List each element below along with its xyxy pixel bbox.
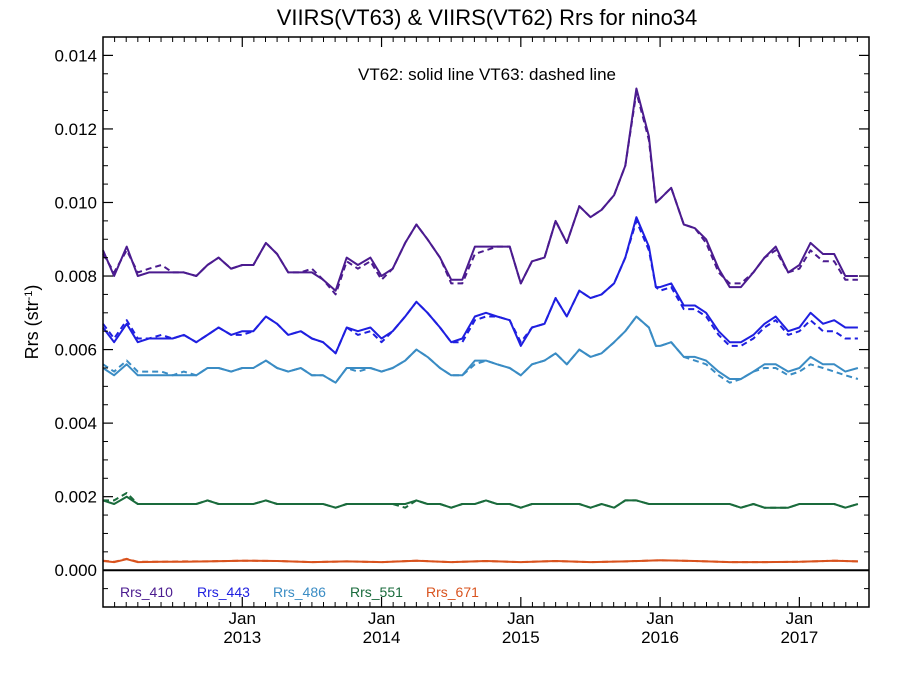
legend-entry-rrs-410: Rrs_410 [120,584,173,600]
series-rrs-410-vt62-solid-line [102,87,858,292]
x-tick-label-year: 2017 [780,628,818,647]
series-layer [102,87,859,564]
series-rrs-671-vt62-solid-line [102,558,858,564]
chart-title: VIIRS(VT63) & VIIRS(VT62) Rrs for nino34 [277,5,698,30]
y-tick-label: 0.002 [54,488,97,507]
x-tick-label-month: Jan [507,609,534,628]
y-axis-label: Rrs (str-1) [22,285,42,360]
x-tick-label-month: Jan [786,609,813,628]
x-tick-label-month: Jan [646,609,673,628]
series-rrs-443-vt63-dashed-line [102,219,858,355]
series-rrs-486-vt63-dashed-line [102,315,859,384]
line-style-note: VT62: solid line VT63: dashed line [358,65,616,84]
y-tick-label: 0.014 [54,46,97,65]
legend-entry-rrs-551: Rrs_551 [350,584,403,600]
y-axis-label-superscript: -1 [23,291,35,301]
y-tick-label: 0.010 [54,193,97,212]
x-tick-label-year: 2014 [363,628,401,647]
legend: Rrs_410 Rrs_443 Rrs_486 Rrs_551 Rrs_671 [120,584,479,600]
x-tick-label-year: 2015 [502,628,540,647]
x-tick-label-year: 2016 [641,628,679,647]
series-rrs-486-vt62-solid-line [102,315,859,384]
x-tick-label-month: Jan [229,609,256,628]
y-axis-label-close: ) [22,285,42,291]
plot-frame [102,36,870,608]
legend-entry-rrs-486: Rrs_486 [273,584,326,600]
y-tick-label: 0.008 [54,267,97,286]
series-rrs-410-vt63-dashed-line [102,91,858,296]
x-tick-label-year: 2013 [223,628,261,647]
series-rrs-551-vt63-dashed-line [103,492,859,509]
legend-entry-rrs-443: Rrs_443 [197,584,250,600]
axes: 0.000 0.002 0.004 0.006 0.008 0.010 0.012 0.014… [54,36,870,647]
y-tick-label: 0.006 [54,341,97,360]
series-rrs-443-vt62-solid-line [102,216,858,355]
y-axis-label-text: Rrs (str [22,300,42,359]
y-tick-label: 0.012 [54,120,97,139]
legend-entry-rrs-671: Rrs_671 [426,584,479,600]
series-rrs-551-vt62-solid-line [102,495,859,509]
x-tick-label-month: Jan [368,609,395,628]
y-tick-label: 0.004 [54,414,97,433]
y-tick-label: 0.000 [54,561,97,580]
